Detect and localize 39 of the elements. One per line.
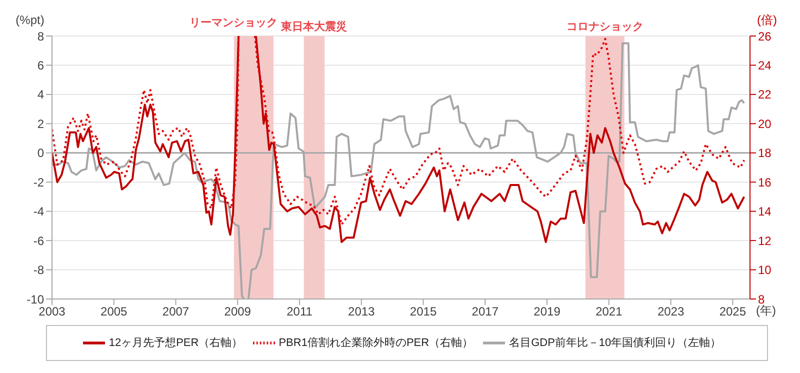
y-tick-label: 0 <box>37 146 44 160</box>
y2-axis-title: (倍) <box>757 13 777 27</box>
x-tick-label: 2013 <box>348 304 376 319</box>
y-tick-label: -2 <box>33 175 44 190</box>
y2-tick-label: 10 <box>758 263 772 278</box>
band-label: リーマンショック <box>190 16 278 29</box>
y-tick-label: -6 <box>33 234 44 248</box>
y-tick-label: 2 <box>37 116 44 131</box>
y2-tick-label: 14 <box>758 204 772 219</box>
y-tick-label: -10 <box>26 292 44 306</box>
y-tick-label: -4 <box>33 204 44 219</box>
y2-tick-label: 26 <box>758 29 772 44</box>
band-label: 東日本大震災 <box>280 20 348 33</box>
x-tick-label: 2003 <box>38 304 66 319</box>
y2-tick-label: 12 <box>758 234 772 248</box>
x-tick-label: 2005 <box>100 304 128 319</box>
y-tick-label: 8 <box>37 29 44 44</box>
x-tick-label: 2021 <box>596 304 623 319</box>
x-tick-label: 2019 <box>534 304 561 319</box>
y-axis-title: (%pt) <box>16 13 44 27</box>
x-tick-label: 2015 <box>410 304 437 319</box>
x-tick-label: 2009 <box>224 304 252 319</box>
legend-label: PBR1倍割れ企業除外時のPER（右軸） <box>278 336 474 349</box>
x-tick-label: 2011 <box>286 304 313 319</box>
legend-label: 12ヶ月先予想PER（右軸） <box>108 336 243 349</box>
y-tick-label: -8 <box>33 263 44 278</box>
y2-tick-label: 20 <box>758 116 772 131</box>
x-tick-label: 2007 <box>162 304 190 319</box>
y2-tick-label: 18 <box>758 146 772 160</box>
y2-tick-label: 24 <box>758 58 772 72</box>
y2-tick-label: 16 <box>758 175 772 190</box>
band-label: コロナショック <box>566 21 644 33</box>
y-tick-label: 6 <box>37 58 44 72</box>
x-tick-label: 2025 <box>719 304 746 319</box>
x-tick-label: 2023 <box>657 304 684 319</box>
x-tick-label: 2017 <box>472 304 499 319</box>
y-tick-label: 4 <box>37 88 44 102</box>
y2-tick-label: 22 <box>758 88 772 102</box>
legend-label: 名目GDP前年比－10年国債利回り（左軸） <box>509 336 722 349</box>
